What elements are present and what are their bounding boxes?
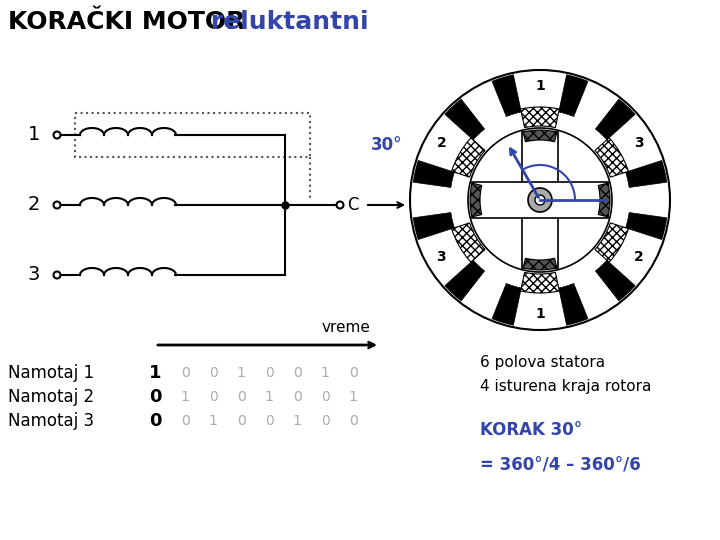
Text: 1: 1 (209, 414, 217, 428)
Wedge shape (595, 99, 635, 140)
Text: 1: 1 (292, 414, 302, 428)
Polygon shape (472, 182, 608, 218)
Text: 2: 2 (436, 136, 446, 150)
Wedge shape (598, 183, 610, 217)
Wedge shape (595, 223, 629, 262)
Text: vreme: vreme (321, 320, 370, 335)
Text: 1: 1 (149, 364, 161, 382)
Wedge shape (521, 272, 559, 293)
Text: 1: 1 (264, 390, 274, 404)
Text: 4 isturena kraja rotora: 4 isturena kraja rotora (480, 380, 652, 395)
Wedge shape (523, 258, 557, 270)
Text: 1: 1 (181, 390, 189, 404)
Wedge shape (595, 260, 635, 301)
Wedge shape (445, 260, 485, 301)
Wedge shape (559, 284, 588, 325)
Text: 1: 1 (535, 79, 545, 93)
Wedge shape (595, 138, 629, 177)
Circle shape (535, 195, 545, 205)
Text: 1: 1 (27, 125, 40, 145)
Text: 0: 0 (237, 414, 246, 428)
Text: 3: 3 (436, 250, 446, 264)
Text: 30°: 30° (371, 136, 402, 154)
Text: 0: 0 (292, 390, 302, 404)
Text: 0: 0 (320, 390, 329, 404)
Text: 0: 0 (237, 390, 246, 404)
Text: KORAK 30°: KORAK 30° (480, 421, 582, 439)
Wedge shape (413, 160, 454, 187)
Wedge shape (492, 284, 521, 325)
Wedge shape (523, 130, 557, 142)
Wedge shape (559, 75, 588, 117)
Text: reluktantni: reluktantni (202, 10, 369, 34)
Wedge shape (470, 183, 482, 217)
Text: 3: 3 (27, 266, 40, 285)
Text: 1: 1 (237, 366, 246, 380)
Wedge shape (445, 99, 485, 140)
Text: 0: 0 (181, 414, 189, 428)
Circle shape (410, 70, 670, 330)
Text: Namotaj 1: Namotaj 1 (8, 364, 94, 382)
Text: Namotaj 3: Namotaj 3 (8, 412, 94, 430)
Text: 0: 0 (265, 414, 274, 428)
Text: = 360°/4 – 360°/6: = 360°/4 – 360°/6 (480, 456, 641, 474)
Text: C: C (347, 196, 359, 214)
Text: 0: 0 (149, 388, 161, 406)
Text: 6 polova statora: 6 polova statora (480, 355, 605, 370)
Text: 0: 0 (149, 412, 161, 430)
Wedge shape (626, 160, 667, 187)
Text: 0: 0 (320, 414, 329, 428)
Text: 0: 0 (209, 390, 217, 404)
Wedge shape (413, 213, 454, 240)
Text: 1: 1 (348, 390, 357, 404)
Text: 0: 0 (292, 366, 302, 380)
Text: 0: 0 (181, 366, 189, 380)
Text: 0: 0 (348, 414, 357, 428)
Text: 0: 0 (348, 366, 357, 380)
Text: 1: 1 (320, 366, 330, 380)
Circle shape (468, 128, 612, 272)
Wedge shape (626, 213, 667, 240)
Text: 1: 1 (535, 307, 545, 321)
Text: 0: 0 (265, 366, 274, 380)
Text: 2: 2 (634, 250, 644, 264)
Text: 3: 3 (634, 136, 644, 150)
Wedge shape (492, 75, 521, 117)
Text: KORAČKI MOTOR: KORAČKI MOTOR (8, 10, 246, 34)
Polygon shape (522, 132, 558, 268)
Text: 0: 0 (209, 366, 217, 380)
Text: Namotaj 2: Namotaj 2 (8, 388, 94, 406)
Wedge shape (521, 107, 559, 127)
Circle shape (528, 188, 552, 212)
Text: 2: 2 (27, 195, 40, 214)
Wedge shape (451, 223, 485, 262)
Wedge shape (451, 138, 485, 177)
